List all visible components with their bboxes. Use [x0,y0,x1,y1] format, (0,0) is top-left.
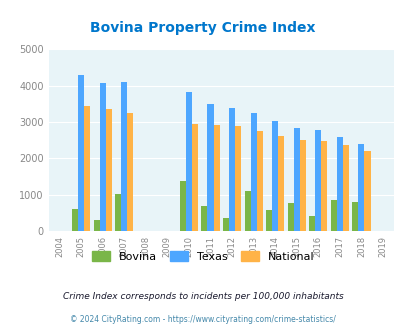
Bar [207,104,213,231]
Bar [277,136,284,231]
Bar [228,108,234,231]
Bar [352,202,358,231]
Text: © 2024 CityRating.com - https://www.cityrating.com/crime-statistics/: © 2024 CityRating.com - https://www.city… [70,315,335,324]
Bar [265,210,271,231]
Bar [234,126,241,231]
Bar [222,218,228,231]
Bar [330,200,336,231]
Bar [93,220,99,231]
Bar [127,113,133,231]
Text: Bovina Property Crime Index: Bovina Property Crime Index [90,21,315,35]
Bar [121,82,127,231]
Bar [315,130,320,231]
Bar [336,137,342,231]
Bar [115,194,121,231]
Bar [185,92,192,231]
Text: Crime Index corresponds to incidents per 100,000 inhabitants: Crime Index corresponds to incidents per… [62,292,343,301]
Bar [78,75,84,231]
Bar [309,216,315,231]
Bar [244,191,250,231]
Bar [84,106,90,231]
Legend: Bovina, Texas, National: Bovina, Texas, National [87,247,318,267]
Bar [256,131,262,231]
Bar [72,209,78,231]
Bar [293,127,299,231]
Bar [364,151,370,231]
Bar [250,113,256,231]
Bar [99,83,105,231]
Bar [271,121,277,231]
Bar [201,206,207,231]
Bar [213,125,219,231]
Bar [287,203,293,231]
Bar [342,145,348,231]
Bar [105,109,111,231]
Bar [192,123,198,231]
Bar [299,140,305,231]
Bar [179,181,185,231]
Bar [358,144,364,231]
Bar [320,141,326,231]
